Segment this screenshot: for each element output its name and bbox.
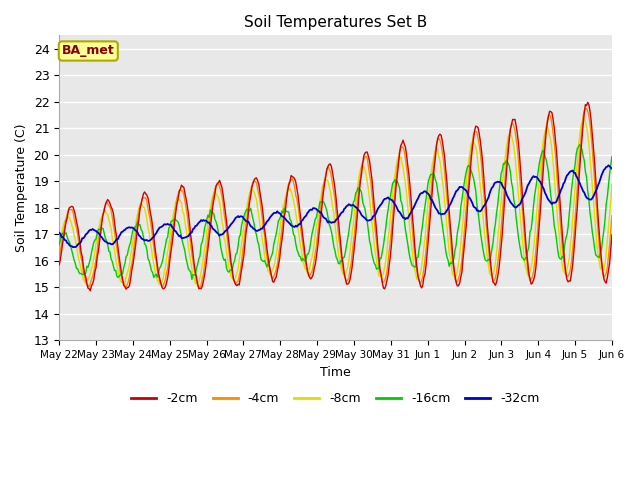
Legend: -2cm, -4cm, -8cm, -16cm, -32cm: -2cm, -4cm, -8cm, -16cm, -32cm bbox=[126, 387, 545, 410]
X-axis label: Time: Time bbox=[320, 366, 351, 379]
Y-axis label: Soil Temperature (C): Soil Temperature (C) bbox=[15, 124, 28, 252]
Text: BA_met: BA_met bbox=[62, 45, 115, 58]
Title: Soil Temperatures Set B: Soil Temperatures Set B bbox=[244, 15, 427, 30]
